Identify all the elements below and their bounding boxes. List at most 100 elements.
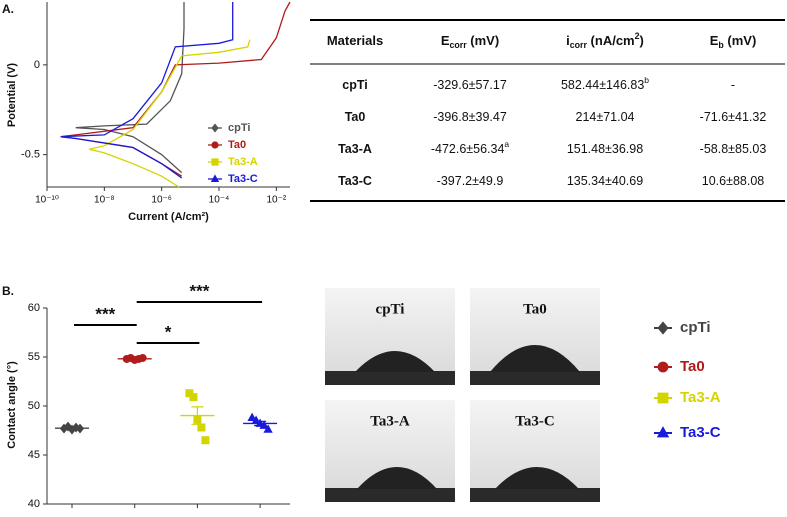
significance-label: *** <box>95 304 115 323</box>
table-cell: 582.44±146.83b <box>561 75 649 92</box>
cell-text: E <box>710 33 719 48</box>
table-cell: Ta3-A <box>338 142 372 156</box>
error-bar <box>66 427 78 430</box>
marker <box>189 393 198 402</box>
image-label: Ta0 <box>523 301 547 317</box>
table-cell: icorr (nA/cm2) <box>566 31 644 50</box>
cell-text: -397.2±49.9 <box>437 174 504 188</box>
image-label: cpTi <box>376 301 405 317</box>
table-cell: -58.8±85.03 <box>700 142 767 156</box>
table-cell: Ta3-C <box>338 174 372 188</box>
cell-text: corr <box>570 40 588 50</box>
cell-text: i <box>566 33 570 48</box>
table-cell: -397.2±49.9 <box>437 174 504 188</box>
table-cell: Eb (mV) <box>710 33 757 50</box>
cell-text: b <box>718 40 724 50</box>
droplet-image <box>325 288 455 385</box>
x-tick-label: 10⁻⁶ <box>151 195 172 206</box>
cell-text: corr <box>449 40 467 50</box>
table-cell: -396.8±39.47 <box>433 110 507 124</box>
panel-label: B. <box>2 284 14 298</box>
y-axis-label: Contact angle (°) <box>6 361 18 449</box>
error-bar <box>191 406 204 425</box>
table-cell: Ta0 <box>345 110 366 124</box>
y-tick-label: 40 <box>28 498 40 510</box>
table-cell: cpTi <box>342 78 367 92</box>
y-axis-label: Potential (V) <box>6 63 18 128</box>
legend-label: Ta3-C <box>680 424 721 441</box>
marker <box>197 423 206 432</box>
legend-label: cpTi <box>680 319 711 336</box>
curve <box>60 2 234 179</box>
table-cell: - <box>731 78 735 92</box>
marker <box>63 421 73 432</box>
table-cell: 135.34±40.69 <box>567 174 643 188</box>
droplet-image <box>470 288 600 385</box>
y-tick-label: -0.5 <box>21 149 40 161</box>
cell-text: 2 <box>635 31 640 41</box>
cell-text: 151.48±36.98 <box>567 142 643 156</box>
legend-label: Ta3-A <box>680 389 721 406</box>
legend-label: Ta3-C <box>228 173 258 185</box>
cell-text: Ta0 <box>345 110 366 124</box>
marker <box>210 174 220 182</box>
image-label: Ta3-C <box>515 413 554 429</box>
curve <box>89 39 251 188</box>
table-cell: 151.48±36.98 <box>567 142 643 156</box>
table-cell: 10.6±88.08 <box>702 174 765 188</box>
droplet-image <box>325 400 455 502</box>
marker <box>211 158 219 166</box>
legend-label: cpTi <box>228 122 250 134</box>
marker <box>211 123 219 133</box>
y-tick-label: 50 <box>28 400 40 412</box>
x-tick-label: 10⁻¹⁰ <box>35 195 59 206</box>
cell-text: -472.6±56.34 <box>431 142 505 156</box>
x-tick-label: 10⁻⁴ <box>209 195 230 206</box>
cell-text: b <box>644 75 649 85</box>
cell-text: 214±71.04 <box>576 110 635 124</box>
x-tick-label: 10⁻⁸ <box>94 195 115 206</box>
marker <box>259 420 269 429</box>
cell-text: - <box>731 78 735 92</box>
droplet-image <box>470 400 600 502</box>
cell-text: E <box>441 33 450 48</box>
error-bar <box>254 420 267 427</box>
y-tick-label: 0 <box>34 59 40 71</box>
x-tick-label: 10⁻² <box>266 195 286 206</box>
image-label: Ta3-A <box>370 413 410 429</box>
cell-text: -58.8±85.03 <box>700 142 767 156</box>
cell-text: cpTi <box>342 78 367 92</box>
table-cell: Materials <box>327 33 383 48</box>
y-tick-label: 45 <box>28 449 40 461</box>
contact-angle-images: cpTi Ta0 Ta3-A Ta3-C <box>325 288 600 502</box>
cell-text: 582.44±146.83 <box>561 78 644 92</box>
cell-text: 135.34±40.69 <box>567 174 643 188</box>
table-cell: -329.6±57.17 <box>433 78 507 92</box>
legend-label: Ta0 <box>228 139 246 151</box>
table-cell: -71.6±41.32 <box>700 110 767 124</box>
table-cell: Ecorr (mV) <box>441 33 499 50</box>
y-tick-label: 55 <box>28 351 40 363</box>
marker <box>247 412 257 422</box>
cell-text: Ta3-C <box>338 174 372 188</box>
cell-text: -329.6±57.17 <box>433 78 507 92</box>
cell-text: a <box>504 139 509 149</box>
cell-text: -71.6±41.32 <box>700 110 767 124</box>
table-cell: 214±71.04 <box>576 110 635 124</box>
cell-text: (nA/cm <box>587 33 635 48</box>
cell-text: ) <box>640 33 644 48</box>
cell-text: Materials <box>327 33 383 48</box>
cell-text: 10.6±88.08 <box>702 174 765 188</box>
table-cell: -472.6±56.34a <box>431 139 510 156</box>
marker <box>263 424 273 433</box>
curve <box>75 2 185 174</box>
marker <box>211 141 219 149</box>
significance-label: * <box>165 322 172 341</box>
x-axis-label: Current (A/cm²) <box>128 211 209 223</box>
marker <box>201 436 210 445</box>
significance-label: *** <box>189 281 209 300</box>
legend-label: Ta3-A <box>228 156 258 168</box>
error-bar <box>128 357 141 360</box>
panel-label: A. <box>2 2 14 16</box>
